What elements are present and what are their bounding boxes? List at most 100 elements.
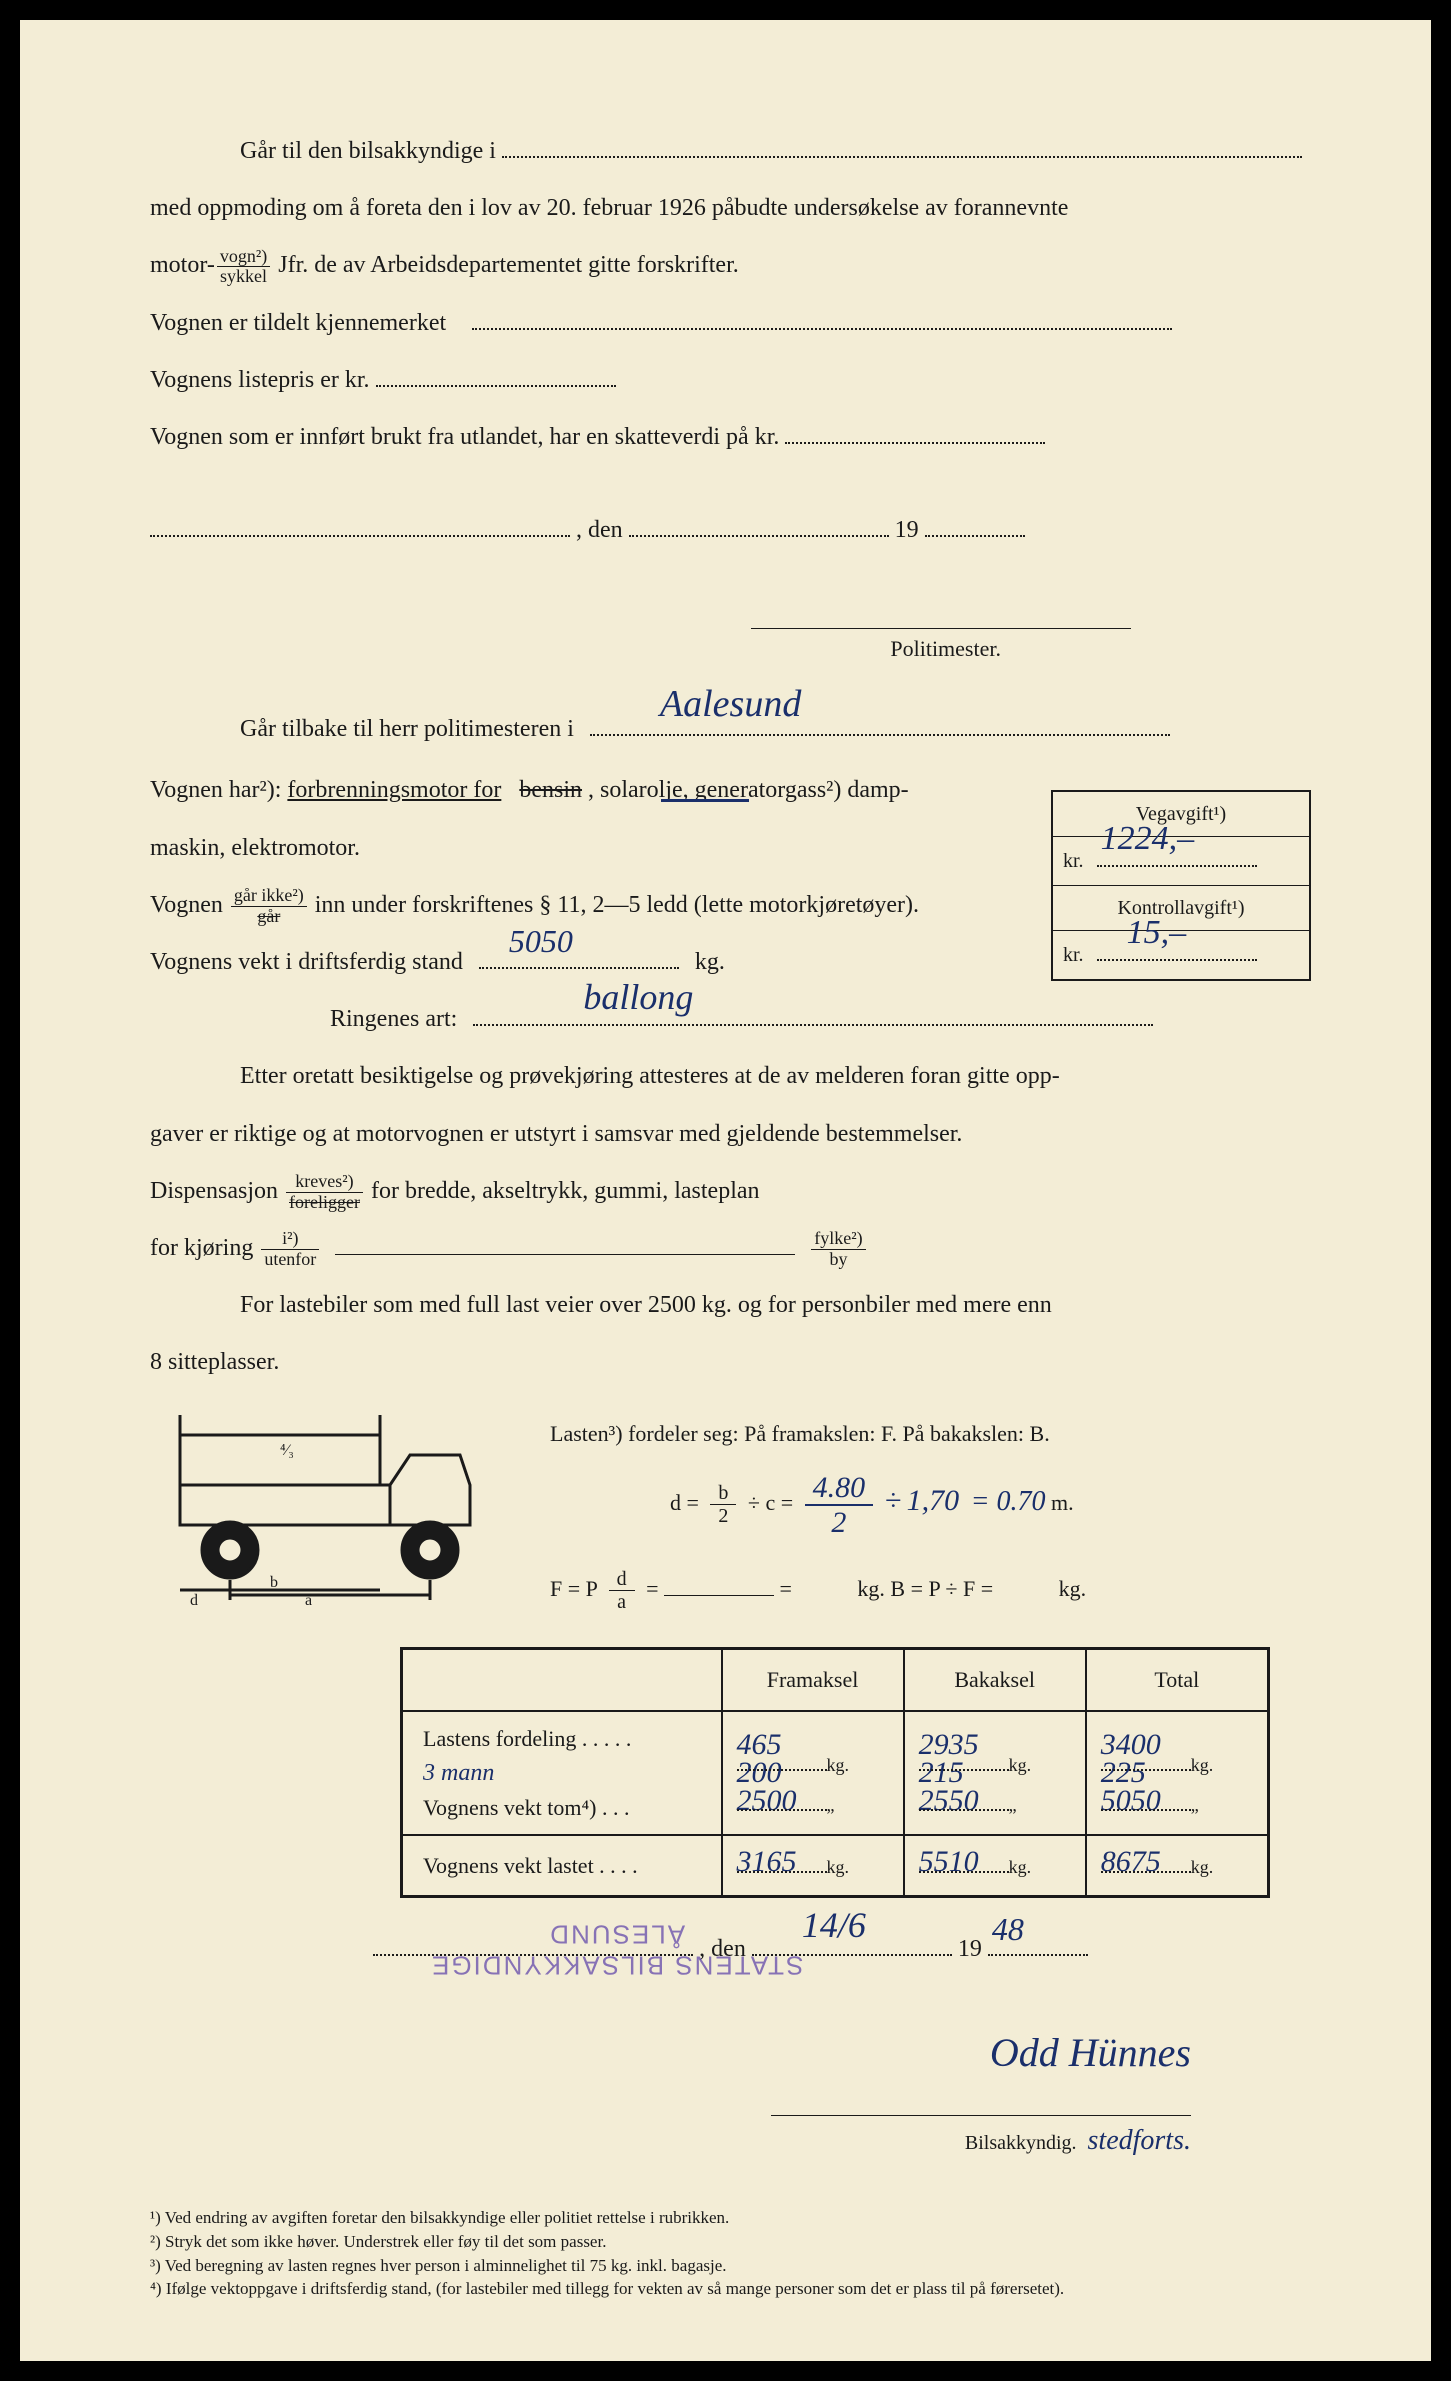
footnote: ⁴) Ifølge vektoppgave i driftsferdig sta… [150,2277,1311,2301]
sig-line [771,2089,1191,2115]
text: Vognen [150,892,223,918]
line-weight: Vognens vekt i driftsferdig stand 5050 k… [150,941,1311,984]
blank-skatteverdi [785,418,1045,444]
fraction-kreves: kreves²) foreligger [286,1172,363,1213]
blank-listepris [376,360,616,386]
blank-bilsakkyndige [502,132,1302,158]
text: 19 [958,1936,982,1962]
frac-hw: 4.80 2 [805,1471,874,1539]
hw-rings: ballong [583,965,693,1030]
label-politimester: Politimester. [150,629,1001,669]
blank [737,1789,827,1811]
text: sykkel [217,267,270,287]
text: Går tilbake til herr politimesteren i [240,716,574,742]
line-forskrift: Vognen går ikke²) går inn under forskrif… [150,884,1311,927]
text-strike-bensin: bensin [519,777,582,803]
text: „ [1191,1795,1199,1815]
text: foreligger [286,1193,363,1213]
text: a [609,1591,635,1613]
fraction-vogn-sykkel: vogn²) sykkel [217,247,270,288]
text: Ringenes art: [330,1006,457,1032]
text: vogn²) [217,247,270,268]
frac-b-2: b 2 [710,1482,736,1527]
table-row: Vognens vekt lastet . . . . 3165 kg. 551… [402,1835,1269,1897]
text: m. [1051,1490,1074,1515]
sig-line-politimester [751,602,1131,628]
line-listepris: Vognens listepris er kr. [150,359,1311,402]
date-block: STATENS BILSAKKYNDIGE ÅLESUND , den 14/6… [150,1928,1311,1971]
line-attest1: Etter oretatt besiktigelse og prøvekjøri… [240,1055,1311,1098]
fraction-i-utenfor: i²) utenfor [261,1229,319,1270]
text: kreves²) [286,1172,363,1193]
text: 8 sitteplasser. [150,1349,279,1375]
signature-block: Odd Hünnes Bilsakkyndig. stedforts. [150,2017,1191,2166]
text: kg. [827,1755,850,1775]
blank-year [925,511,1025,537]
text: by [811,1250,865,1270]
th-fram: Framaksel [722,1648,904,1710]
fee-veg-value: kr. 1224,– [1053,837,1309,886]
text: d [609,1568,635,1591]
th-tot: Total [1086,1648,1269,1710]
cell: 3400 225 5050 kg. „ [1086,1711,1269,1835]
blank-place2 [373,1930,693,1956]
blank [1101,1789,1191,1811]
footnotes: ¹) Ved endring av avgiften foretar den b… [150,2206,1311,2301]
hw: 1,70 [907,1484,960,1517]
blank [919,1749,1009,1771]
blank [1101,1749,1191,1771]
text: fylke²) [811,1229,865,1250]
text: ÷ c = [748,1490,793,1515]
formula-block: ⁴⁄₃ a d b Lasten³) fordeler seg: På fram… [150,1405,1311,1617]
text: motor- [150,252,215,278]
text-underlined: forbrenningsmotor for [287,777,501,803]
text: Går til den bilsakkyndige i [240,138,496,164]
blank-rings: ballong [473,1000,1153,1026]
text: 19 [895,517,919,543]
blank-return-city: Aalesund [590,710,1170,736]
text: for kjøring [150,1235,253,1261]
hw-sted: stedforts. [1088,2125,1191,2156]
text: Jfr. de av Arbeidsdepartementet gitte fo… [278,252,739,278]
line-kjoring: for kjøring i²) utenfor fylke²) by [150,1227,1311,1270]
text: med oppmoding om å foreta den i lov av 2… [150,195,1068,221]
th-bak: Bakaksel [904,1648,1086,1710]
text: går ikke²) [231,886,307,907]
svg-text:d: d [190,1592,198,1605]
text: i²) [261,1229,319,1250]
blank-kjoring [335,1229,795,1255]
text: d = [670,1490,699,1515]
text: kg. [695,949,725,975]
svg-text:a: a [305,1592,312,1605]
frac-d-a: d a [609,1568,635,1613]
line-skatteverdi: Vognen som er innført brukt fra utlandet… [150,416,1311,459]
text: b [710,1482,736,1505]
hw: = 0.70 [971,1486,1046,1517]
text: = [779,1576,791,1601]
line-attest2: gaver er riktige og at motorvognen er ut… [150,1113,1311,1156]
line-dispens: Dispensasjon kreves²) foreligger for bre… [150,1170,1311,1213]
text: går [231,907,307,927]
hw-underline-solarolje [661,799,749,802]
footnote: ²) Stryk det som ikke høver. Understrek … [150,2230,1311,2254]
text: kg. [1191,1857,1214,1877]
text: Dispensasjon [150,1178,278,1204]
text: kg. [1191,1755,1214,1775]
hw-year: 48 [992,1901,1024,1959]
hw: 3 mann [423,1760,494,1786]
text: „ [827,1795,835,1815]
th-blank [402,1648,722,1710]
blank-year2: 48 [988,1930,1088,1956]
text: for bredde, akseltrykk, gummi, lasteplan [371,1178,760,1204]
footnote: ³) Ved beregning av lasten regnes hver p… [150,2254,1311,2278]
blank [919,1851,1009,1873]
blank: 1224,– [1097,845,1257,867]
blank-place [150,511,570,537]
blank [1101,1851,1191,1873]
text: kg. [1009,1755,1032,1775]
line-motor: motor- vogn²) sykkel Jfr. de av Arbeidsd… [150,244,1311,287]
blank [919,1789,1009,1811]
text: kg. [827,1857,850,1877]
cell: 2935 215 2550 kg. „ [904,1711,1086,1835]
hw-date: 14/6 [802,1893,866,1958]
